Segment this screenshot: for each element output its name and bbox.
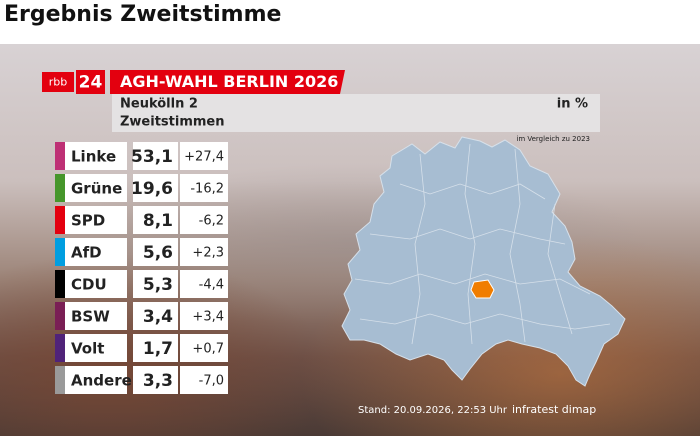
party-box bbox=[55, 302, 127, 330]
change-value: +0,7 bbox=[192, 342, 224, 357]
change-value: +3,4 bbox=[192, 310, 224, 325]
share-box bbox=[133, 302, 178, 330]
party-box bbox=[55, 366, 127, 394]
share-value: 1,7 bbox=[143, 339, 173, 359]
share-value: 8,1 bbox=[143, 211, 173, 231]
party-box bbox=[55, 334, 127, 362]
change-box bbox=[180, 302, 228, 330]
party-name: Andere bbox=[71, 372, 132, 390]
share-value: 3,3 bbox=[143, 371, 173, 391]
party-color bbox=[55, 334, 65, 362]
party-color bbox=[55, 270, 65, 298]
change-box bbox=[180, 206, 228, 234]
map-borders bbox=[354, 143, 611, 345]
change-box bbox=[180, 142, 228, 170]
share-box bbox=[133, 142, 178, 170]
party-box bbox=[55, 174, 127, 202]
map-shape bbox=[341, 136, 626, 387]
graphic-canvas: rbb 24 AGH-WAHL BERLIN 2026 Neukölln 2 Z… bbox=[42, 70, 626, 416]
highlighted-district bbox=[470, 279, 495, 299]
share-box bbox=[133, 206, 178, 234]
change-value: -16,2 bbox=[190, 182, 224, 197]
party-name: AfD bbox=[71, 244, 102, 262]
share-box bbox=[133, 174, 178, 202]
source: infratest dimap bbox=[512, 403, 596, 416]
change-value: -4,4 bbox=[199, 278, 224, 293]
share-box bbox=[133, 270, 178, 298]
vote-type: Zweitstimmen bbox=[120, 115, 225, 130]
party-box bbox=[55, 270, 127, 298]
timestamp: Stand: 20.09.2026, 22:53 Uhr bbox=[358, 405, 508, 416]
banner-box bbox=[110, 70, 345, 94]
logo-number: 24 bbox=[79, 73, 103, 93]
party-name: SPD bbox=[71, 212, 105, 230]
change-value: -7,0 bbox=[199, 374, 224, 389]
party-color bbox=[55, 174, 65, 202]
change-value: +27,4 bbox=[184, 150, 224, 165]
logo-brand: rbb bbox=[49, 76, 68, 89]
unit-label: in % bbox=[557, 97, 588, 112]
party-color bbox=[55, 142, 65, 170]
party-name: Grüne bbox=[71, 180, 122, 198]
change-value: +2,3 bbox=[192, 246, 224, 261]
share-box bbox=[133, 238, 178, 266]
change-value: -6,2 bbox=[199, 214, 224, 229]
banner-title: AGH-WAHL BERLIN 2026 bbox=[120, 72, 338, 91]
subheader-box bbox=[112, 94, 600, 132]
share-value: 5,6 bbox=[143, 243, 173, 263]
district-name: Neukölln 2 bbox=[120, 97, 198, 112]
party-name: CDU bbox=[71, 276, 107, 294]
party-box bbox=[55, 206, 127, 234]
party-name: Linke bbox=[71, 148, 116, 166]
share-box bbox=[133, 366, 178, 394]
logo-box bbox=[42, 72, 74, 92]
change-box bbox=[180, 174, 228, 202]
party-box bbox=[55, 142, 127, 170]
change-box bbox=[180, 366, 228, 394]
party-color bbox=[55, 302, 65, 330]
share-box bbox=[133, 334, 178, 362]
comparison-label: im Vergleich zu 2023 bbox=[516, 135, 590, 143]
party-color bbox=[55, 238, 65, 266]
share-value: 19,6 bbox=[131, 179, 173, 199]
share-value: 53,1 bbox=[131, 147, 173, 167]
share-value: 3,4 bbox=[143, 307, 173, 327]
party-color bbox=[55, 366, 65, 394]
berlin-map bbox=[341, 136, 626, 387]
change-box bbox=[180, 238, 228, 266]
change-box bbox=[180, 270, 228, 298]
result-graphic: rbb 24 AGH-WAHL BERLIN 2026 Neukölln 2 Z… bbox=[0, 44, 700, 436]
change-box bbox=[180, 334, 228, 362]
party-name: Volt bbox=[71, 340, 104, 358]
party-box bbox=[55, 238, 127, 266]
page-title: Ergebnis Zweitstimme bbox=[4, 2, 282, 27]
party-color bbox=[55, 206, 65, 234]
logo-box bbox=[76, 70, 105, 94]
party-name: BSW bbox=[71, 308, 110, 326]
share-value: 5,3 bbox=[143, 275, 173, 295]
